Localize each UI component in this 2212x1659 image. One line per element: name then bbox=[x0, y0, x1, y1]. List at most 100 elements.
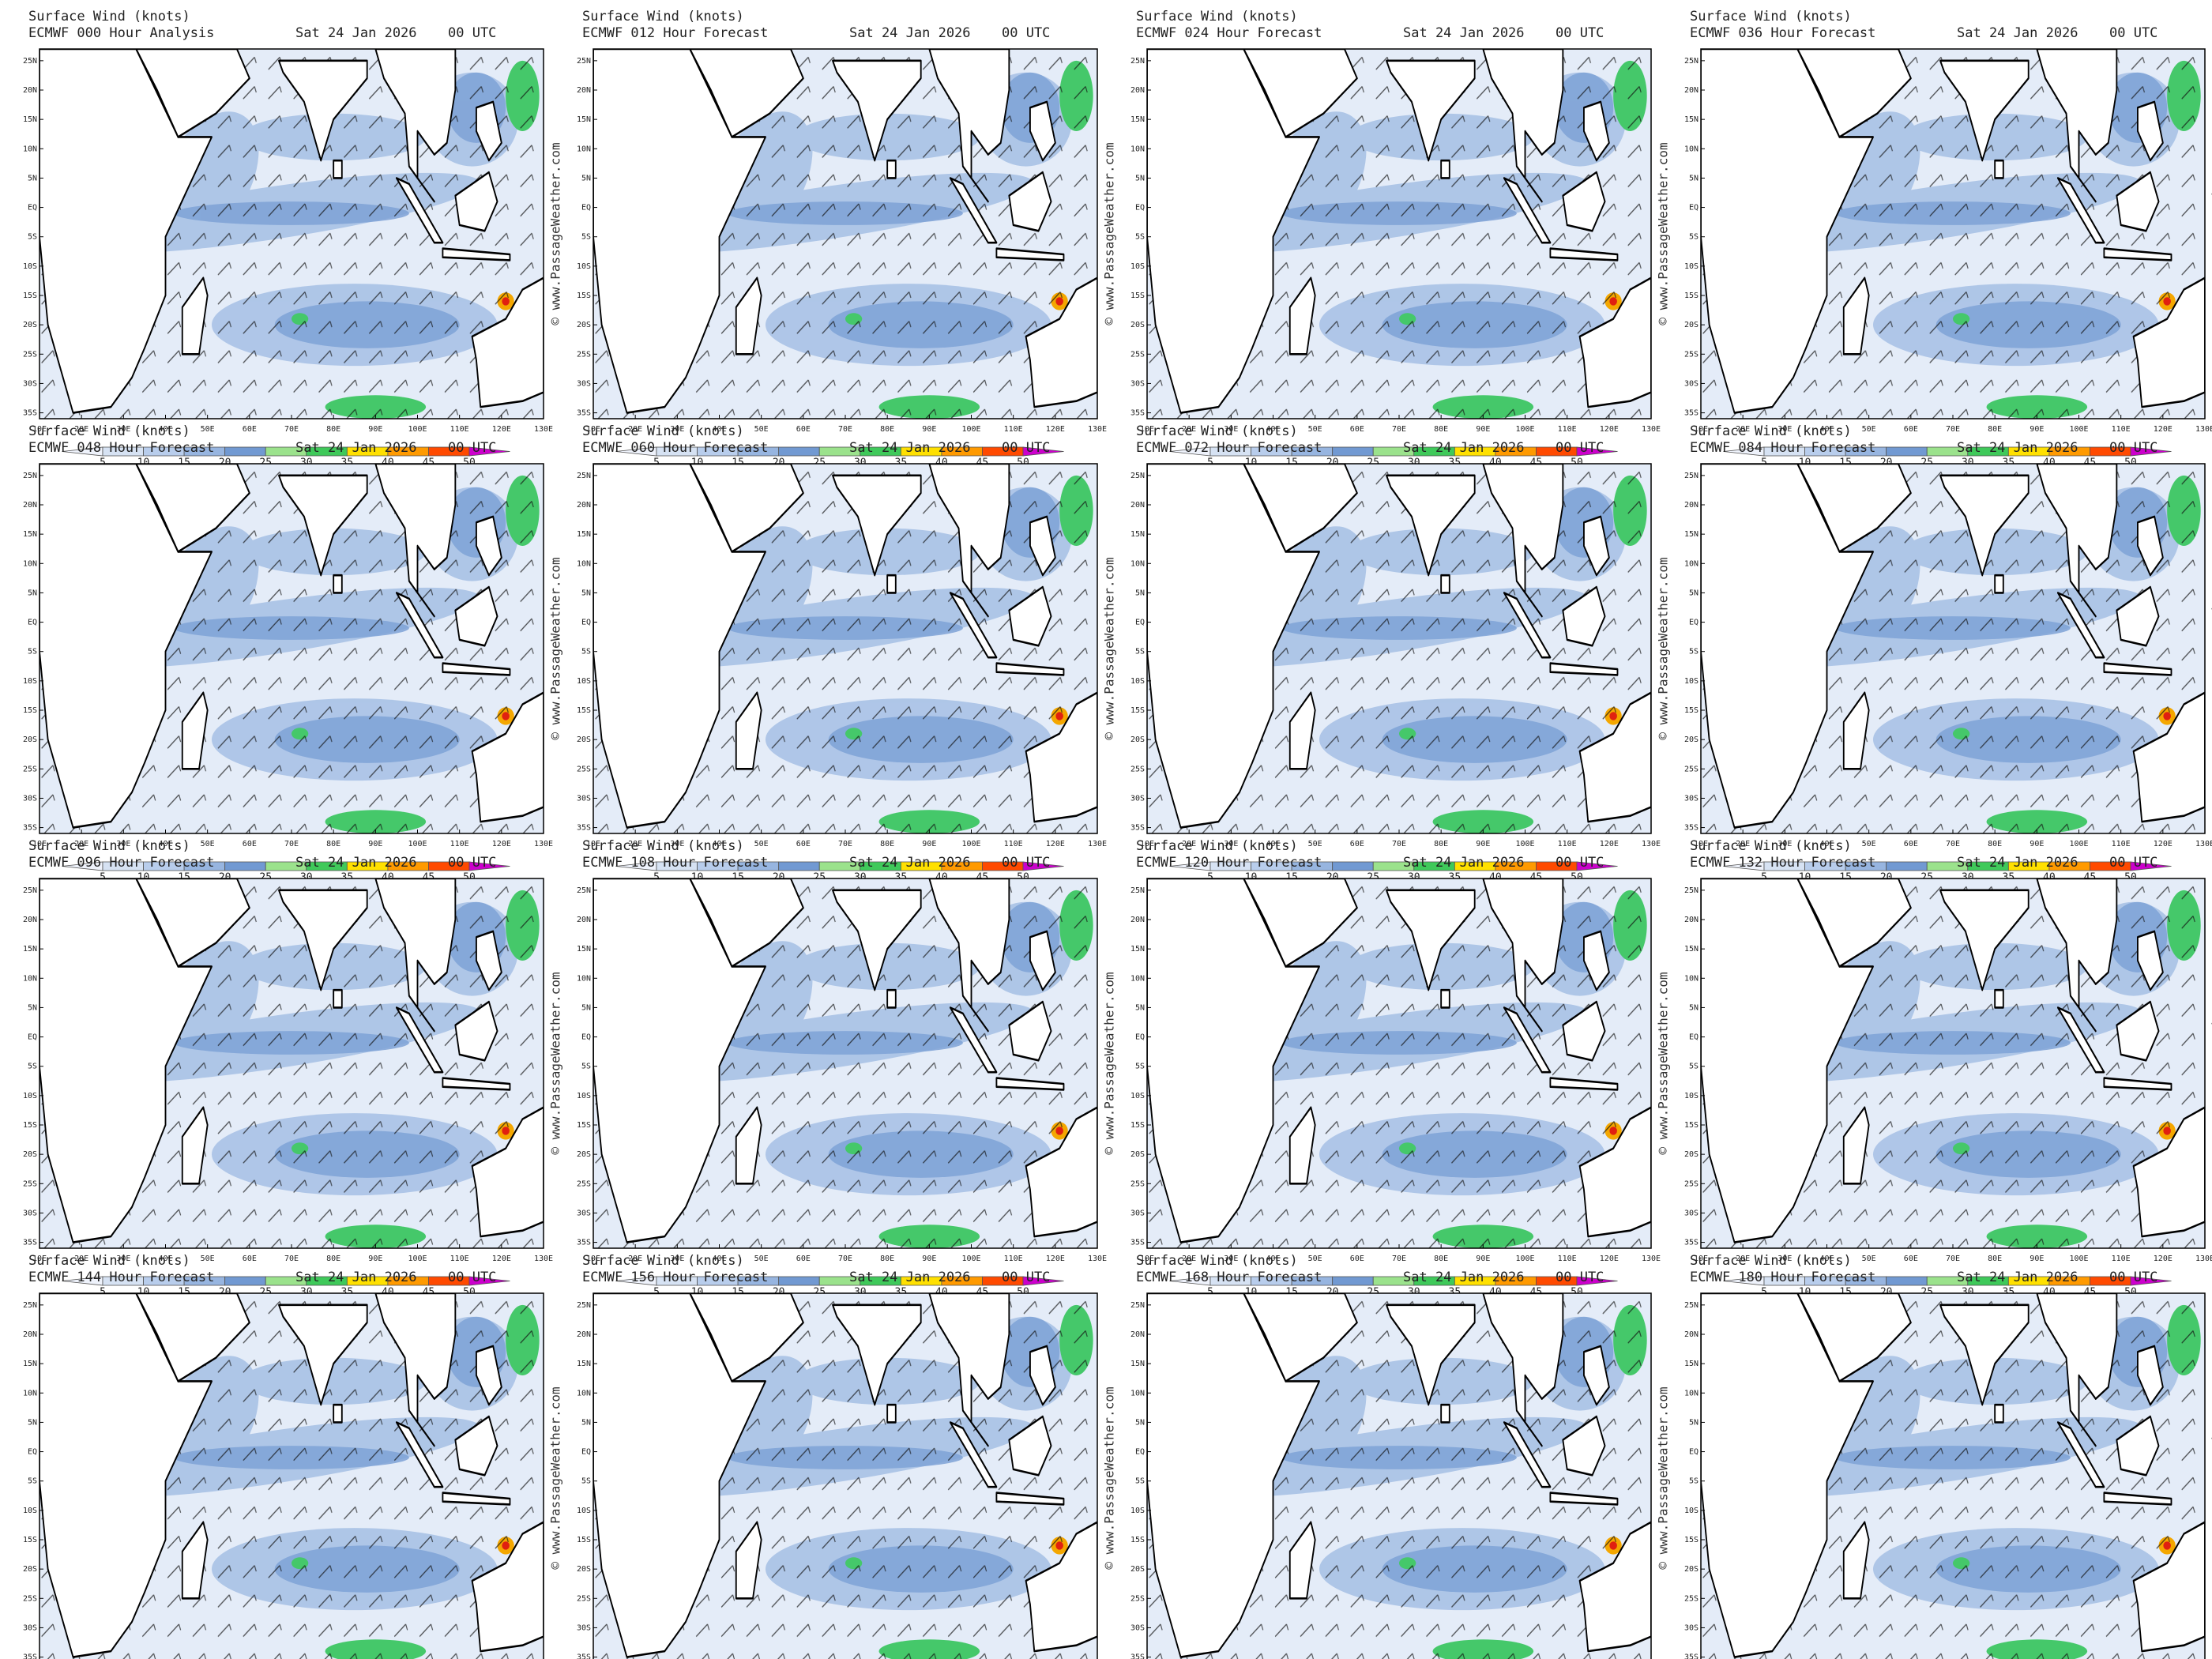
lon-label: 110E bbox=[2112, 840, 2131, 848]
lon-label: 20E bbox=[1182, 1255, 1196, 1263]
date-label: Sat 24 Jan 2026 bbox=[1403, 855, 1525, 871]
lon-label: 70E bbox=[1946, 425, 1960, 434]
lat-label: 5N bbox=[1689, 174, 1698, 182]
lat-label: 10N bbox=[1130, 974, 1145, 983]
lat-label: EQ bbox=[581, 1448, 591, 1457]
lat-label: 10S bbox=[577, 677, 591, 686]
lat-label: 30S bbox=[1130, 379, 1145, 388]
lon-label: 90E bbox=[2030, 1255, 2044, 1263]
lon-label: 60E bbox=[796, 425, 811, 434]
lat-label: 30S bbox=[577, 379, 591, 388]
forecast-label: ECMWF 096 Hour Forecast bbox=[28, 855, 214, 871]
lon-label: 70E bbox=[1946, 1255, 1960, 1263]
lat-label: 20S bbox=[23, 321, 37, 329]
lon-label: 40E bbox=[712, 425, 726, 434]
map-frame bbox=[1146, 1292, 1652, 1659]
lat-label: 15S bbox=[23, 1536, 37, 1544]
lat-label: 5N bbox=[1135, 174, 1145, 182]
lon-label: 110E bbox=[2112, 1255, 2131, 1263]
lon-label: 90E bbox=[1476, 1255, 1490, 1263]
lat-label: EQ bbox=[1135, 1448, 1145, 1457]
lat-label: 35S bbox=[1684, 1653, 1698, 1659]
lon-label: 30E bbox=[670, 425, 684, 434]
lon-label: 40E bbox=[1819, 840, 1834, 848]
lon-label: 80E bbox=[326, 425, 340, 434]
lon-label: 100E bbox=[408, 425, 427, 434]
lon-label: 130E bbox=[1088, 840, 1107, 848]
lat-label: 20S bbox=[1684, 1565, 1698, 1574]
lat-label: 10S bbox=[23, 1092, 37, 1100]
lon-label: 110E bbox=[1004, 1255, 1023, 1263]
lat-label: 5S bbox=[581, 1477, 591, 1486]
lat-label: 25S bbox=[1130, 1179, 1145, 1188]
lat-label: 5S bbox=[1135, 648, 1145, 656]
lat-label: 20S bbox=[1130, 1150, 1145, 1159]
lon-label: 20E bbox=[628, 840, 642, 848]
panel-title: Surface Wind (knots) bbox=[1690, 1253, 1852, 1269]
lat-label: 15N bbox=[1130, 945, 1145, 954]
lat-label: 10S bbox=[577, 1092, 591, 1100]
lat-label: 25N bbox=[577, 57, 591, 66]
lon-label: 130E bbox=[534, 1255, 553, 1263]
lat-label: 5S bbox=[581, 1063, 591, 1071]
lon-label: 10E bbox=[1694, 840, 1708, 848]
panel-title: Surface Wind (knots) bbox=[28, 838, 190, 854]
lon-label: 80E bbox=[326, 840, 340, 848]
map-frame bbox=[1700, 1292, 2206, 1659]
lat-label: 5S bbox=[1689, 233, 1698, 242]
colorbar-label: 5 bbox=[653, 457, 660, 469]
lon-label: 40E bbox=[712, 840, 726, 848]
lon-label: 30E bbox=[1778, 840, 1792, 848]
lon-label: 80E bbox=[880, 840, 894, 848]
lon-label: 40E bbox=[158, 425, 172, 434]
lat-label: 25S bbox=[577, 1594, 591, 1603]
lat-label: 30S bbox=[23, 1623, 37, 1632]
lat-label: 35S bbox=[23, 1653, 37, 1659]
lon-label: 40E bbox=[1819, 1255, 1834, 1263]
panel: Surface Wind (knots)ECMWF 024 Hour Forec… bbox=[1130, 9, 1671, 469]
lat-label: 15S bbox=[1684, 706, 1698, 715]
lat-label: 5N bbox=[581, 1003, 591, 1012]
lat-label: 35S bbox=[1130, 409, 1145, 418]
lat-label: 10S bbox=[1684, 1092, 1698, 1100]
lon-label: 80E bbox=[1434, 1255, 1448, 1263]
map bbox=[1701, 1293, 2205, 1659]
forecast-label: ECMWF 120 Hour Forecast bbox=[1136, 855, 1322, 871]
panel: Surface Wind (knots)ECMWF 012 Hour Forec… bbox=[577, 9, 1117, 469]
map bbox=[1701, 878, 2205, 1248]
lat-label: 30S bbox=[577, 794, 591, 803]
lat-label: 15S bbox=[1130, 706, 1145, 715]
lat-label: 25N bbox=[1684, 57, 1698, 66]
map bbox=[40, 878, 544, 1248]
lon-label: 50E bbox=[1862, 1255, 1876, 1263]
lat-label: 35S bbox=[577, 824, 591, 833]
lon-label: 50E bbox=[201, 425, 215, 434]
lat-label: 10N bbox=[1684, 974, 1698, 983]
lat-label: 10N bbox=[577, 559, 591, 568]
colorbar-label: 5 bbox=[1761, 1287, 1767, 1299]
colorbar-end bbox=[468, 446, 510, 457]
map bbox=[593, 1293, 1097, 1659]
lon-label: 80E bbox=[880, 425, 894, 434]
lon-label: 90E bbox=[368, 840, 382, 848]
lat-label: 10S bbox=[577, 262, 591, 271]
date-label: Sat 24 Jan 2026 bbox=[295, 1270, 417, 1285]
lon-label: 80E bbox=[1988, 425, 2002, 434]
lat-label: 25S bbox=[1130, 765, 1145, 773]
colorbar-segment bbox=[224, 1276, 266, 1286]
map bbox=[40, 1293, 544, 1659]
lon-label: 50E bbox=[1308, 840, 1322, 848]
colorbar: 5 10 15 20 25 30 35 40 45 50 bbox=[1723, 446, 2172, 469]
lat-label: 5N bbox=[28, 1418, 37, 1427]
lat-label: 5N bbox=[1689, 1418, 1698, 1427]
lon-label: 30E bbox=[1778, 1255, 1792, 1263]
lat-label: 25N bbox=[23, 886, 37, 895]
lon-label: 20E bbox=[1182, 840, 1196, 848]
lat-label: 20S bbox=[23, 735, 37, 744]
watermark: © www.PassageWeather.com bbox=[1102, 1386, 1117, 1569]
lat-label: 35S bbox=[1130, 1653, 1145, 1659]
lon-label: 90E bbox=[368, 425, 382, 434]
time-label: 00 UTC bbox=[2109, 855, 2157, 871]
watermark: © www.PassageWeather.com bbox=[1102, 972, 1117, 1154]
lat-label: 10N bbox=[577, 974, 591, 983]
